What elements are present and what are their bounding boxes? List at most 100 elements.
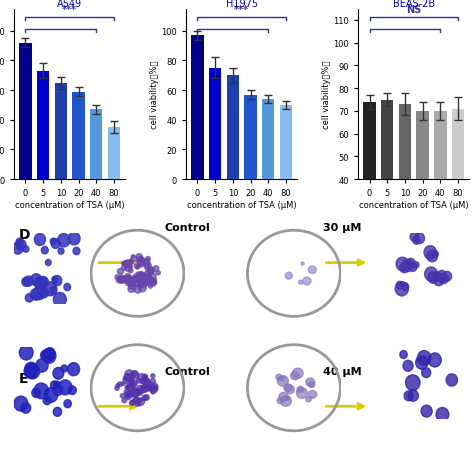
Circle shape [145,379,150,384]
Circle shape [127,391,132,396]
Circle shape [132,277,138,282]
Circle shape [134,287,141,294]
Circle shape [120,276,128,284]
Circle shape [402,260,413,272]
Circle shape [136,266,140,269]
Text: NS: NS [406,5,421,15]
Circle shape [406,375,420,391]
Circle shape [68,386,76,395]
Circle shape [138,285,146,292]
Circle shape [129,393,133,397]
Circle shape [131,255,135,258]
Circle shape [128,390,135,397]
Circle shape [395,282,409,296]
Circle shape [121,266,127,270]
Circle shape [123,377,131,384]
Circle shape [406,259,416,269]
Circle shape [132,387,137,392]
Circle shape [16,238,23,247]
Circle shape [285,396,290,400]
Circle shape [421,406,432,417]
Circle shape [141,380,145,384]
Text: Control: Control [164,223,210,233]
Circle shape [132,383,135,387]
Circle shape [413,237,420,245]
Circle shape [23,247,29,253]
Circle shape [19,346,33,360]
Circle shape [131,371,137,377]
Circle shape [24,277,33,287]
Circle shape [285,385,294,394]
Circle shape [129,383,134,387]
Y-axis label: cell viability（%）: cell viability（%） [322,60,331,129]
Circle shape [131,371,139,379]
Circle shape [301,263,304,266]
Circle shape [309,382,315,387]
Circle shape [136,276,140,280]
Circle shape [138,257,143,261]
Circle shape [58,380,72,395]
Circle shape [21,403,31,413]
Circle shape [148,285,152,288]
Circle shape [142,281,145,285]
Circle shape [131,388,139,396]
Circle shape [118,276,126,283]
Circle shape [121,262,125,265]
Bar [381,100,393,270]
Circle shape [280,376,285,381]
Circle shape [135,390,140,395]
Circle shape [134,273,141,280]
Circle shape [136,389,143,396]
Circle shape [415,233,425,244]
Circle shape [137,265,140,268]
Circle shape [138,273,147,281]
Circle shape [16,240,26,251]
Circle shape [151,390,155,394]
Circle shape [124,377,127,380]
Circle shape [140,278,147,285]
Circle shape [438,271,446,280]
Circle shape [147,385,152,389]
Circle shape [115,275,120,280]
Circle shape [145,265,150,270]
Circle shape [115,387,119,390]
Circle shape [129,266,132,269]
Circle shape [281,396,292,407]
Circle shape [428,272,438,284]
Circle shape [42,348,56,364]
Circle shape [138,260,145,268]
Text: ***: *** [62,5,77,15]
Circle shape [53,367,64,379]
Circle shape [140,272,143,276]
Circle shape [39,288,48,298]
Circle shape [130,261,134,264]
Circle shape [51,381,58,389]
Circle shape [34,278,44,288]
Title: BEAS-2B: BEAS-2B [392,0,435,9]
Text: Control: Control [164,367,210,377]
Circle shape [125,265,132,272]
Circle shape [408,390,419,401]
Title: H1975: H1975 [226,0,258,9]
Circle shape [309,267,316,274]
Circle shape [136,254,142,260]
Bar [19,44,32,180]
Circle shape [285,273,292,279]
Circle shape [30,289,41,300]
Circle shape [125,260,132,268]
Circle shape [277,376,288,387]
Circle shape [146,386,151,391]
Circle shape [137,283,142,287]
Circle shape [433,251,438,258]
Circle shape [401,283,409,291]
Circle shape [127,276,131,281]
Circle shape [147,268,155,274]
Circle shape [400,351,407,359]
Circle shape [64,400,72,408]
Circle shape [51,287,57,293]
Circle shape [137,258,145,266]
Circle shape [43,397,51,405]
Circle shape [137,379,141,383]
Circle shape [33,287,45,300]
Circle shape [139,280,147,288]
